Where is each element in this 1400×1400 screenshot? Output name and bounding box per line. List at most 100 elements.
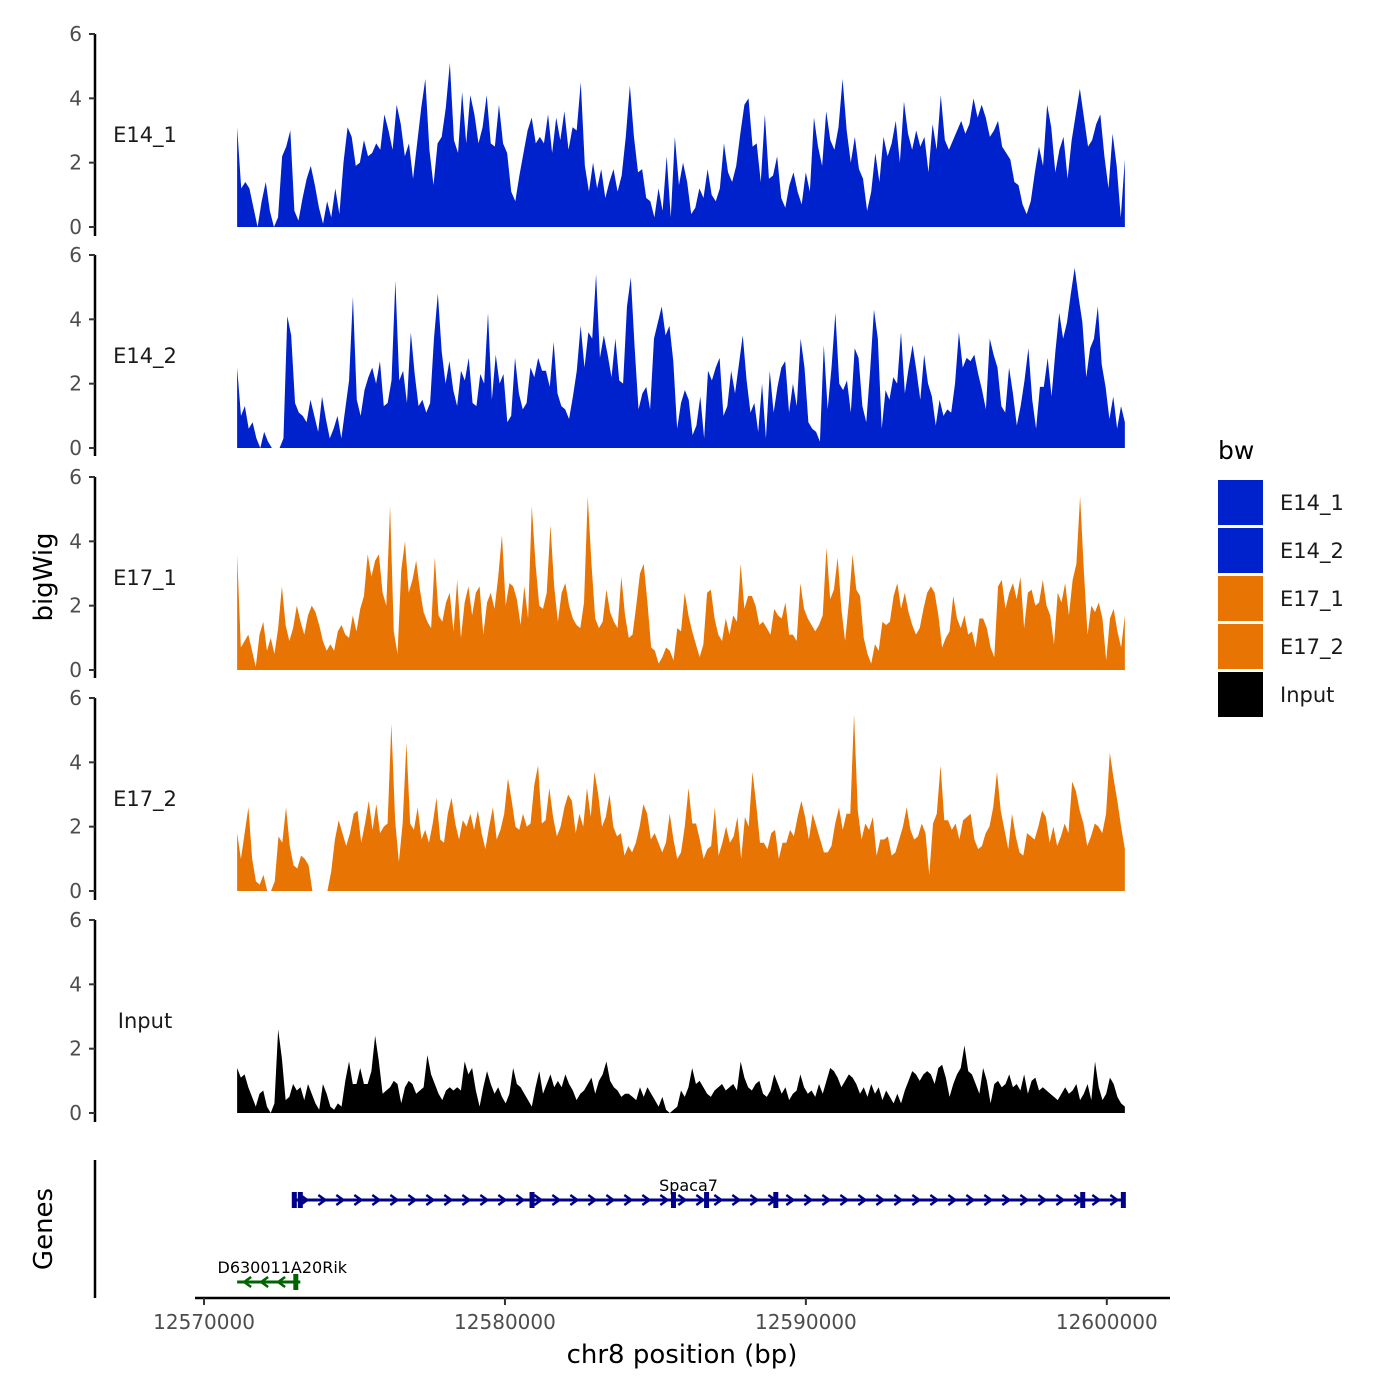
strand-arrow [407, 1193, 418, 1207]
strand-arrow [425, 1193, 436, 1207]
exon-mark [773, 1192, 779, 1208]
track-label: Input [118, 1009, 172, 1033]
tracks-layer: 0 2 4 6 E14_1 0 2 4 6 E14_2 0 2 4 6 E17_1 0 2 4 6 E17_2 0 2 4 6… [69, 22, 1125, 1125]
legend-label: E14_2 [1280, 539, 1344, 564]
legend-label: E17_2 [1280, 635, 1344, 660]
strand-arrow [1109, 1193, 1120, 1207]
strand-arrow [1001, 1193, 1012, 1207]
legend-key-E14_1 [1218, 480, 1263, 525]
strand-arrow [659, 1193, 670, 1207]
exon-mark [1120, 1192, 1126, 1208]
strand-arrow [1019, 1193, 1030, 1207]
y-tick-label: 0 [69, 215, 82, 239]
y-tick-label: 4 [69, 972, 82, 996]
strand-arrow [929, 1193, 940, 1207]
strand-arrow [695, 1193, 706, 1207]
track-E14_1: 0 2 4 6 E14_1 [69, 22, 1125, 239]
y-tick-label: 0 [69, 436, 82, 460]
strand-arrow [1037, 1193, 1048, 1207]
legend-key-Input [1218, 672, 1263, 717]
strand-arrow [839, 1193, 850, 1207]
exon-mark [291, 1192, 297, 1208]
exon-mark [670, 1192, 676, 1208]
track-label: E14_1 [113, 123, 177, 148]
strand-arrow [515, 1193, 526, 1207]
x-tick-label: 12590000 [755, 1310, 857, 1334]
strand-arrow [965, 1193, 976, 1207]
strand-arrow [275, 1275, 286, 1289]
y-tick-label: 2 [69, 372, 82, 396]
genes-layer: Spaca7 D630011A20Rik [93, 1160, 1126, 1298]
y-tick-label: 2 [69, 151, 82, 175]
strand-arrow [497, 1193, 508, 1207]
gene-D630011A20Rik: D630011A20Rik [218, 1258, 348, 1290]
strand-arrow [371, 1193, 382, 1207]
strand-arrow [911, 1193, 922, 1207]
strand-arrow [551, 1193, 562, 1207]
area-E14_2 [237, 267, 1125, 448]
strand-arrow [587, 1193, 598, 1207]
exon-mark [293, 1274, 299, 1290]
strand-arrow [461, 1193, 472, 1207]
exon-mark [529, 1192, 535, 1208]
y-tick-label: 6 [69, 243, 82, 267]
track-E17_1: 0 2 4 6 E17_1 [69, 465, 1125, 682]
gene-label: Spaca7 [659, 1176, 718, 1195]
area-Input [237, 1029, 1125, 1113]
strand-arrow [605, 1193, 616, 1207]
strand-arrow [353, 1193, 364, 1207]
exon-mark [297, 1192, 303, 1208]
y-tick-label: 2 [69, 1037, 82, 1061]
gene-Spaca7: Spaca7 [291, 1176, 1126, 1208]
legend-key-E17_1 [1218, 576, 1263, 621]
strand-arrow [1055, 1193, 1066, 1207]
area-E17_1 [237, 496, 1125, 670]
legend-label: E17_1 [1280, 587, 1344, 612]
strand-arrow [335, 1193, 346, 1207]
legend-key-E14_2 [1218, 528, 1263, 573]
strand-arrow [749, 1193, 760, 1207]
strand-arrow [785, 1193, 796, 1207]
area-E17_2 [237, 714, 1125, 891]
strand-arrow [569, 1193, 580, 1207]
strand-arrow [983, 1193, 994, 1207]
y-tick-label: 6 [69, 22, 82, 46]
legend: bw E14_1 E14_2 E17_1 E17_2 Input [1218, 436, 1344, 717]
strand-arrow [479, 1193, 490, 1207]
y-tick-label: 0 [69, 658, 82, 682]
y-tick-label: 2 [69, 815, 82, 839]
strand-arrow [533, 1193, 544, 1207]
track-label: E17_1 [113, 566, 177, 591]
exon-mark [704, 1192, 710, 1208]
track-Input: 0 2 4 6 Input [69, 908, 1125, 1125]
x-tick-label: 12600000 [1056, 1310, 1158, 1334]
track-E14_2: 0 2 4 6 E14_2 [69, 243, 1125, 460]
x-axis-title: chr8 position (bp) [567, 1340, 798, 1370]
strand-arrow [713, 1193, 724, 1207]
x-axis: 12570000 12580000 12590000 12600000 [153, 1296, 1170, 1334]
strand-arrow [803, 1193, 814, 1207]
legend-label: Input [1280, 683, 1334, 707]
strand-arrow [258, 1275, 269, 1289]
strand-arrow [731, 1193, 742, 1207]
y-tick-label: 4 [69, 529, 82, 553]
y-tick-label: 6 [69, 908, 82, 932]
legend-key-E17_2 [1218, 624, 1263, 669]
genes-axis-title: Genes [29, 1188, 59, 1270]
strand-arrow [821, 1193, 832, 1207]
strand-arrow [893, 1193, 904, 1207]
track-label: E14_2 [113, 344, 177, 369]
y-tick-label: 2 [69, 594, 82, 618]
strand-arrow [857, 1193, 868, 1207]
strand-arrow [641, 1193, 652, 1207]
y-tick-label: 0 [69, 1101, 82, 1125]
y-axis-title: bigWig [29, 532, 59, 621]
gene-label: D630011A20Rik [218, 1258, 348, 1277]
x-tick-label: 12580000 [454, 1310, 556, 1334]
y-tick-label: 6 [69, 465, 82, 489]
legend-label: E14_1 [1280, 491, 1344, 516]
y-tick-label: 6 [69, 686, 82, 710]
strand-arrow [1091, 1193, 1102, 1207]
strand-arrow [947, 1193, 958, 1207]
